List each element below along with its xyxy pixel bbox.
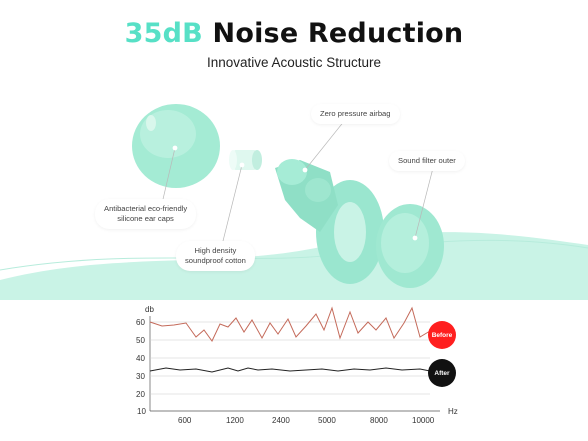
after-curve [149,367,431,373]
background-wave [0,232,588,300]
callout-cotton: High density soundproof cotton [176,241,255,271]
callout-airbag: Zero pressure airbag [311,104,400,124]
page-title: 35dB Noise Reduction [0,18,588,49]
callout-ear-caps-line2: silicone ear caps [117,213,174,223]
callout-filter-outer-text: Sound filter outer [398,156,456,165]
filter-disc-shape [376,204,444,288]
after-badge-label: After [434,369,450,377]
after-badge: After [428,359,456,387]
headline-accent: 35dB [124,18,203,49]
page-subtitle: Innovative Acoustic Structure [206,55,382,70]
noise-graph [149,306,440,412]
callout-cotton-line1: High density [194,246,237,255]
callout-filter-outer: Sound filter outer [389,151,465,171]
before-curve [149,306,431,342]
callout-airbag-text: Zero pressure airbag [320,109,391,118]
cotton-cylinder-shape [229,150,262,170]
callout-ear-caps-line1: Antibacterial eco-friendly [104,204,188,213]
before-badge: Before [428,321,456,349]
callout-ear-caps: Antibacterial eco-friendly silicone ear … [95,199,197,229]
before-badge-label: Before [431,331,453,339]
earplug-body-shape [275,159,384,284]
callout-cotton-line2: soundproof cotton [185,255,246,265]
headline-rest: Noise Reduction [212,18,464,49]
